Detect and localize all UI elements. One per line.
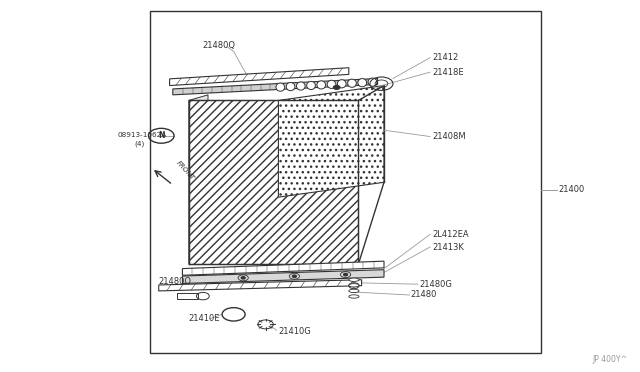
Polygon shape <box>182 270 384 283</box>
Ellipse shape <box>348 79 356 87</box>
Ellipse shape <box>349 295 359 298</box>
Text: 21480G: 21480G <box>419 280 452 289</box>
Ellipse shape <box>307 81 316 90</box>
Bar <box>177 293 198 299</box>
Text: 21412: 21412 <box>432 53 458 62</box>
Text: 2L412EA: 2L412EA <box>432 230 468 239</box>
Polygon shape <box>189 95 208 264</box>
Ellipse shape <box>349 283 359 287</box>
Circle shape <box>344 273 348 276</box>
Circle shape <box>292 275 296 278</box>
Text: 21413K: 21413K <box>432 243 464 251</box>
Circle shape <box>352 285 356 287</box>
Text: 08913-1062A: 08913-1062A <box>117 132 166 138</box>
Ellipse shape <box>349 278 359 281</box>
Polygon shape <box>182 261 384 275</box>
Text: 21480: 21480 <box>411 291 437 299</box>
Polygon shape <box>278 86 384 197</box>
Text: (4): (4) <box>134 140 145 147</box>
Text: 21480Q: 21480Q <box>202 41 236 50</box>
Text: 21418E: 21418E <box>432 68 463 77</box>
Ellipse shape <box>317 81 326 89</box>
Ellipse shape <box>358 78 367 87</box>
Text: 21400: 21400 <box>559 185 585 194</box>
Ellipse shape <box>286 83 295 91</box>
Ellipse shape <box>327 80 336 89</box>
Text: N: N <box>158 131 164 140</box>
Ellipse shape <box>337 80 346 88</box>
Circle shape <box>226 310 241 319</box>
Ellipse shape <box>368 78 377 86</box>
Polygon shape <box>170 68 349 86</box>
Text: 21410E: 21410E <box>189 314 220 323</box>
Polygon shape <box>159 280 362 291</box>
Circle shape <box>241 277 245 279</box>
Bar <box>150 11 541 353</box>
Text: 21410G: 21410G <box>278 327 311 336</box>
Ellipse shape <box>296 82 305 90</box>
Text: 21408M: 21408M <box>432 132 466 141</box>
Text: FRONT: FRONT <box>175 160 195 181</box>
Circle shape <box>333 86 340 89</box>
Circle shape <box>262 322 269 327</box>
Ellipse shape <box>276 83 285 91</box>
Text: 21480Q: 21480Q <box>159 278 192 286</box>
Polygon shape <box>173 78 378 95</box>
Bar <box>189 100 358 264</box>
Text: JP 400Y^: JP 400Y^ <box>593 355 627 364</box>
Ellipse shape <box>349 289 359 292</box>
